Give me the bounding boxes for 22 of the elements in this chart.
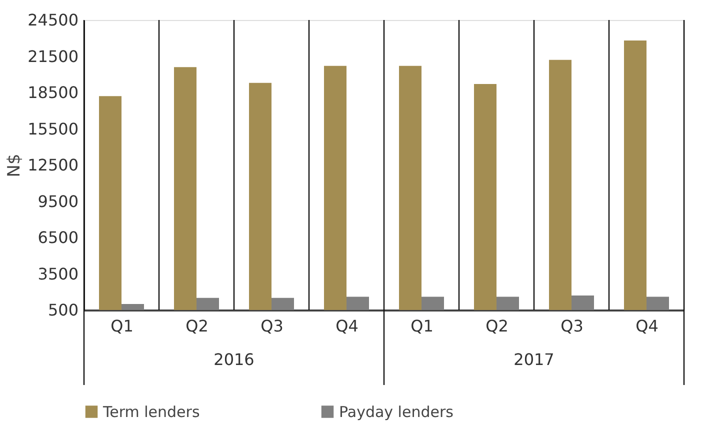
legend-label: Payday lenders	[339, 402, 454, 421]
y-tick-label: 3500	[38, 264, 78, 284]
legend-label: Term lenders	[102, 402, 200, 421]
y-tick-label: 12500	[28, 156, 78, 174]
y-tick-label: 21500	[28, 46, 78, 66]
x-tick-label: Q1	[410, 316, 434, 336]
y-tick-label: 9500	[38, 192, 78, 211]
y-tick-label: 15500	[28, 119, 78, 138]
x-tick-label: Q4	[336, 316, 358, 336]
x-tick-label: Q4	[636, 316, 658, 336]
y-tick-label: 18500	[28, 83, 78, 102]
y-tick-label: 6500	[38, 228, 78, 247]
y-tick-label: 500	[48, 300, 78, 320]
text: 2016	[214, 350, 254, 369]
y-axis-title: N$	[4, 154, 25, 178]
x-tick-label: Q3	[560, 316, 584, 336]
text: 2017	[514, 350, 554, 369]
y-tick-label: 24500	[28, 10, 78, 30]
x-tick-label: Q2	[186, 316, 208, 336]
x-tick-label: Q2	[486, 316, 508, 336]
x-tick-label: Q3	[260, 316, 284, 336]
x-tick-label: Q1	[110, 316, 134, 336]
